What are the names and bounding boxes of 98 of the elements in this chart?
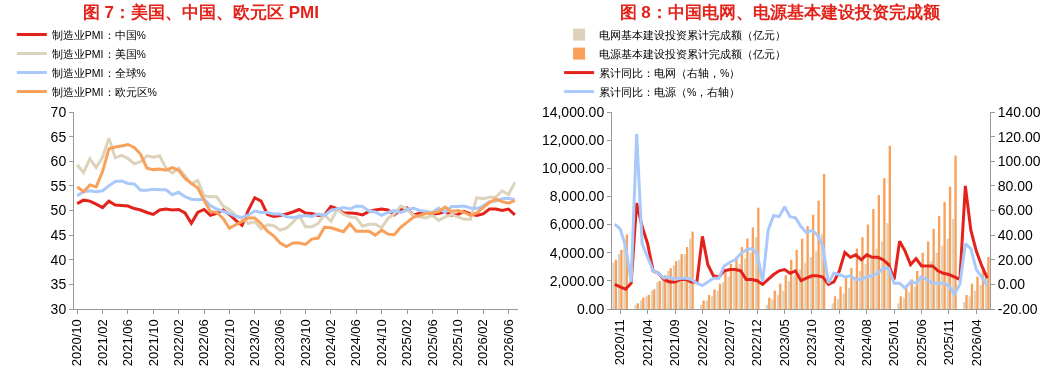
bar [943,202,946,309]
bar [691,231,694,309]
legend-label: 制造业PMI：全球% [51,66,146,79]
bar [620,249,623,309]
bar [839,286,842,309]
x-tick-label: 2024/02 [323,319,339,367]
x-tick-label: 2021/09 [667,319,683,367]
x-tick-label: 2025/06 [913,319,929,367]
line-series [75,143,517,248]
x-tick-label: 2021/02 [94,319,110,367]
y2-tick-label: 60.00 [997,202,1034,219]
bar [711,296,714,309]
x-tick-label: 2025/06 [424,319,440,367]
x-tick-label: 2022/12 [749,319,765,367]
y2-tick-label: 40.00 [997,227,1034,244]
x-tick-label: 2021/06 [120,319,136,367]
x-tick-label: 2026/04 [968,319,984,367]
x-tick-label: 2022/02 [694,319,710,367]
bar [932,228,935,309]
bar [724,271,727,309]
y-tick-label: 10,000.00 [541,160,605,177]
y-tick-label: 4,000.00 [549,244,605,261]
x-tick-label: 2026/06 [500,319,516,367]
x-tick-label: 2020/11 [612,319,628,366]
x-tick-label: 2023/10 [297,319,313,367]
legend-label: 制造业PMI：欧元区% [51,85,157,98]
bar [883,178,886,309]
legend-label: 累计同比：电网（右轴，%） [599,66,741,79]
legend-label: 制造业PMI：美国% [51,47,146,60]
y-tick-label: 60 [50,153,67,170]
y-tick-label: 8,000.00 [549,188,605,205]
y-tick-label: 45 [50,227,67,244]
bar [979,285,982,309]
bar [954,155,957,309]
y-tick-label: 30 [50,300,67,317]
x-tick-label: 2020/10 [69,319,85,367]
y-tick-label: 0.00 [576,300,605,317]
x-tick-label: 2025/01 [886,319,902,367]
x-tick-label: 2024/06 [348,319,364,367]
bar [831,303,834,309]
bar [793,275,796,309]
x-tick-label: 2023/06 [272,319,288,367]
x-tick-label: 2024/10 [373,319,389,367]
bar [850,268,853,309]
chart-title: 图 8：中国电网、电源基本建设投资完成额 [619,2,941,22]
x-tick-label: 2025/10 [449,319,465,367]
y2-tick-label: 140.00 [997,103,1041,120]
bar [749,252,752,309]
x-tick-label: 2023/05 [776,319,792,367]
bar [908,292,911,309]
bar [987,256,990,309]
x-tick-label: 2022/10 [221,319,237,367]
y-tick-label: 35 [50,276,67,293]
bar [864,263,867,309]
x-tick-label: 2025/11 [941,319,957,366]
bar [833,296,837,309]
legend-label: 制造业PMI：中国% [51,28,146,41]
bar [872,209,875,309]
bar [897,303,900,309]
y2-tick-label: 0.00 [997,276,1026,293]
y-tick-label: 70 [50,103,67,120]
y-tick-label: 6,000.00 [549,216,605,233]
y2-tick-label: 80.00 [997,177,1034,194]
x-tick-label: 2024/03 [831,319,847,367]
y-tick-label: 12,000.00 [541,132,605,149]
bar [806,225,809,309]
bar [976,276,979,309]
bar [738,263,741,309]
y2-tick-label: -20.00 [997,300,1038,317]
x-tick-label: 2022/06 [196,319,212,367]
y-tick-label: 50 [50,202,67,219]
bar [886,223,889,309]
y-tick-label: 40 [50,251,67,268]
x-tick-label: 2026/02 [475,319,491,367]
legend-label: 累计同比：电源（%，右轴） [599,85,741,98]
y-tick-label: 65 [50,128,67,145]
bar [782,290,785,309]
line-series [613,132,989,296]
x-tick-label: 2022/07 [722,319,738,367]
y-tick-label: 55 [50,177,67,194]
x-tick-label: 2021/10 [145,319,161,367]
y2-tick-label: 100.00 [997,153,1041,170]
legend-label: 电源基本建设投资累计完成额（亿元） [599,47,787,60]
y-tick-label: 14,000.00 [541,103,605,120]
legend-label: 电网基本建设投资累计完成额（亿元） [599,28,787,41]
x-tick-label: 2024/08 [858,319,874,367]
y-tick-label: 2,000.00 [549,272,605,289]
bar [899,296,902,309]
x-tick-label: 2022/02 [170,319,186,367]
x-tick-label: 2025/02 [399,319,415,367]
x-tick-label: 2023/02 [247,319,262,367]
line-series [75,179,517,219]
chart-title: 图 7：美国、中国、欧元区 PMI [82,2,320,22]
y2-tick-label: 20.00 [997,251,1034,268]
bar [727,276,730,309]
x-tick-label: 2023/10 [804,319,820,367]
x-tick-label: 2021/04 [639,319,655,367]
y2-tick-label: 120.00 [997,128,1041,145]
